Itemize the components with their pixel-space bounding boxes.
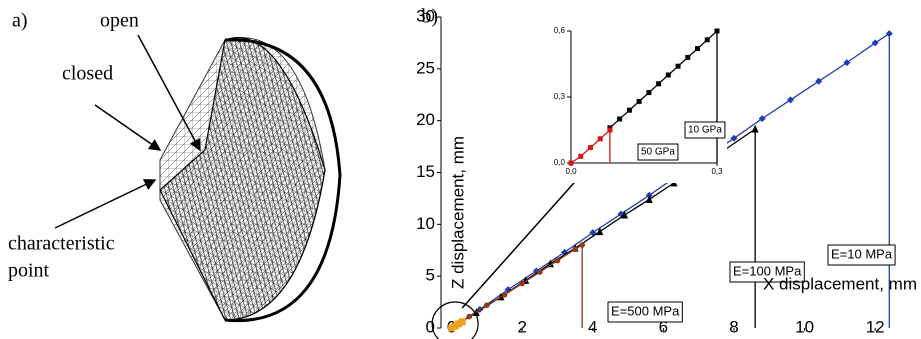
marker (459, 318, 466, 325)
marker (607, 128, 612, 133)
marker (637, 99, 642, 104)
x-tick-label: 0,0 (565, 167, 577, 176)
marker (555, 258, 561, 264)
y-tick-label: 0,0 (554, 158, 566, 167)
y-tick-label: 0,3 (554, 92, 566, 101)
marker (502, 292, 508, 298)
marker (596, 227, 603, 235)
arrow (138, 35, 200, 150)
y-tick-label: 25 (416, 58, 435, 77)
inset-background (541, 21, 727, 183)
x-tick-label: 2 (517, 317, 526, 336)
marker (715, 29, 720, 34)
marker (598, 136, 603, 141)
series-label: E=500 MPa (611, 303, 680, 318)
panel-label: a) (12, 10, 28, 32)
marker (646, 90, 651, 95)
x-tick-label: 0,3 (711, 167, 723, 176)
x-tick-label: 10 (795, 317, 814, 336)
marker (666, 73, 671, 78)
marker (578, 154, 583, 159)
marker (617, 117, 622, 122)
y-tick-label: 0,6 (554, 26, 566, 35)
annotation: closed (62, 63, 113, 85)
marker (787, 96, 794, 103)
marker (656, 81, 661, 86)
series-label: 50 GPa (641, 147, 675, 158)
y-tick-label: 15 (416, 162, 435, 181)
x-axis-title: X displacement, mm (763, 274, 917, 293)
marker (537, 269, 543, 275)
marker (519, 281, 525, 287)
panel-label: b) (421, 6, 438, 28)
series-label: E=10 MPa (831, 246, 893, 261)
marker (579, 242, 585, 248)
marker (588, 145, 593, 150)
x-tick-label: 12 (866, 317, 885, 336)
annotation: open (100, 10, 139, 32)
y-tick-label: 10 (416, 214, 435, 233)
marker (676, 64, 681, 69)
arrow (95, 105, 160, 150)
marker (466, 314, 472, 320)
series-label: 10 GPa (688, 125, 722, 136)
x-tick-label: 8 (729, 317, 738, 336)
arrow (55, 180, 155, 228)
y-tick-label: 20 (416, 110, 435, 129)
annotation: characteristic (8, 233, 115, 255)
marker (569, 161, 574, 166)
marker (886, 30, 893, 37)
y-axis-title: Z displacement, mm (448, 136, 467, 289)
x-tick-label: 4 (588, 317, 597, 336)
mesh-open (160, 38, 325, 320)
marker (705, 37, 710, 42)
y-tick-label: 5 (426, 266, 435, 285)
panel-a: a) open closed characteristic point (8, 10, 340, 321)
marker (815, 78, 822, 85)
marker (685, 55, 690, 60)
figure: a) open closed characteristic point 0 5 10… (0, 0, 921, 339)
marker (484, 302, 490, 308)
marker (572, 246, 578, 252)
marker (695, 46, 700, 51)
annotation: point (8, 260, 50, 282)
y-tick-label: 0 (426, 317, 435, 336)
marker (627, 108, 632, 113)
